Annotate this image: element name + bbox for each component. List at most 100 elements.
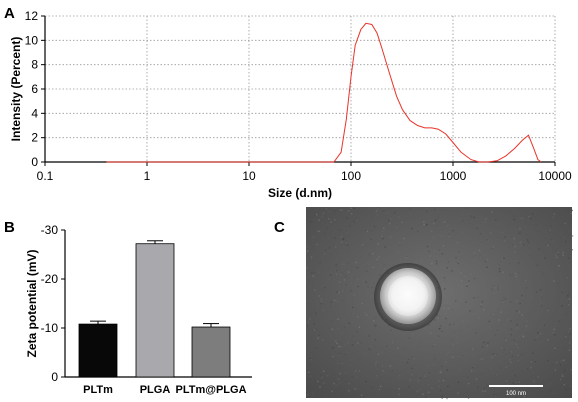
- grain: [351, 376, 353, 378]
- grain: [452, 229, 454, 232]
- grain: [388, 377, 390, 380]
- bar-0: [78, 323, 118, 378]
- grain: [472, 348, 474, 350]
- grain: [505, 339, 507, 341]
- grain: [378, 388, 381, 391]
- grain: [544, 257, 546, 259]
- grain: [509, 359, 511, 361]
- grain: [326, 348, 328, 350]
- grain: [308, 351, 310, 353]
- grain: [338, 378, 340, 381]
- y-tick-label-0: -30: [41, 223, 59, 237]
- grain: [461, 213, 464, 216]
- grain: [523, 244, 525, 246]
- grain: [440, 371, 442, 373]
- grain: [306, 250, 309, 252]
- grain: [447, 307, 450, 310]
- grain: [389, 236, 392, 238]
- grain: [567, 295, 569, 297]
- grain: [345, 242, 347, 244]
- grain: [491, 247, 493, 250]
- grain: [389, 218, 392, 220]
- grain: [362, 244, 364, 246]
- grain: [547, 244, 549, 247]
- grain: [443, 307, 445, 309]
- grain: [353, 373, 355, 375]
- grain: [512, 215, 515, 217]
- grain: [503, 257, 505, 259]
- grain: [403, 237, 405, 240]
- particle-core: [388, 276, 428, 316]
- grain: [426, 245, 429, 248]
- grain: [486, 266, 488, 268]
- grain: [379, 274, 381, 276]
- grain: [469, 223, 471, 225]
- grain: [569, 342, 571, 344]
- grain: [547, 359, 549, 362]
- grain: [570, 369, 572, 371]
- grain: [444, 313, 447, 315]
- grain: [496, 393, 499, 396]
- grain: [523, 395, 526, 397]
- category-label-0: PLTm: [83, 384, 113, 396]
- grain: [563, 224, 565, 226]
- grain: [565, 388, 567, 391]
- grain: [561, 333, 563, 336]
- grain: [452, 344, 454, 346]
- y-tick-label-2: 4: [31, 106, 38, 120]
- grain: [551, 240, 553, 243]
- grain: [505, 356, 508, 358]
- grain: [557, 251, 559, 253]
- grain: [456, 341, 458, 344]
- grain: [376, 258, 378, 261]
- grain: [497, 285, 499, 288]
- grain: [518, 272, 520, 274]
- size-distribution-line: [106, 22, 542, 163]
- grain: [446, 395, 448, 397]
- grain: [351, 321, 354, 323]
- grain: [401, 389, 403, 392]
- grain: [499, 270, 501, 273]
- grain: [377, 353, 380, 355]
- grain: [381, 235, 383, 237]
- zeta-potential-chart: -30 -20 -10 0 PLTm PLGA PLTm@PLGA Zeta potent…: [25, 223, 252, 396]
- grain: [460, 280, 463, 282]
- bar-1: [135, 243, 175, 378]
- y-tick-labels: -30 -20 -10 0: [41, 223, 59, 384]
- grain: [350, 212, 353, 215]
- grain: [476, 227, 479, 229]
- grain: [322, 212, 325, 214]
- grain: [530, 297, 533, 299]
- grain: [326, 227, 328, 230]
- grain: [408, 358, 410, 361]
- grain: [475, 245, 477, 247]
- grain: [425, 396, 427, 398]
- grain: [348, 322, 350, 324]
- grain: [453, 331, 455, 333]
- grain: [434, 219, 436, 222]
- grain: [512, 392, 514, 395]
- grain: [491, 356, 493, 358]
- grain: [358, 370, 361, 372]
- grain: [491, 211, 493, 213]
- grain: [347, 262, 349, 264]
- grain: [364, 312, 366, 314]
- grain: [328, 247, 331, 249]
- grain: [314, 329, 316, 331]
- grain: [521, 294, 523, 297]
- grain: [348, 382, 350, 385]
- grain: [569, 328, 571, 330]
- grain: [498, 319, 500, 321]
- grain: [375, 225, 378, 227]
- grain: [316, 344, 318, 346]
- grain: [307, 321, 310, 323]
- grain: [347, 271, 350, 273]
- grain: [434, 208, 436, 211]
- grain: [344, 353, 346, 356]
- grain: [441, 365, 443, 368]
- grain: [308, 286, 310, 288]
- grain: [560, 269, 562, 271]
- grain: [380, 373, 383, 375]
- grain: [356, 266, 358, 269]
- grain: [321, 376, 323, 379]
